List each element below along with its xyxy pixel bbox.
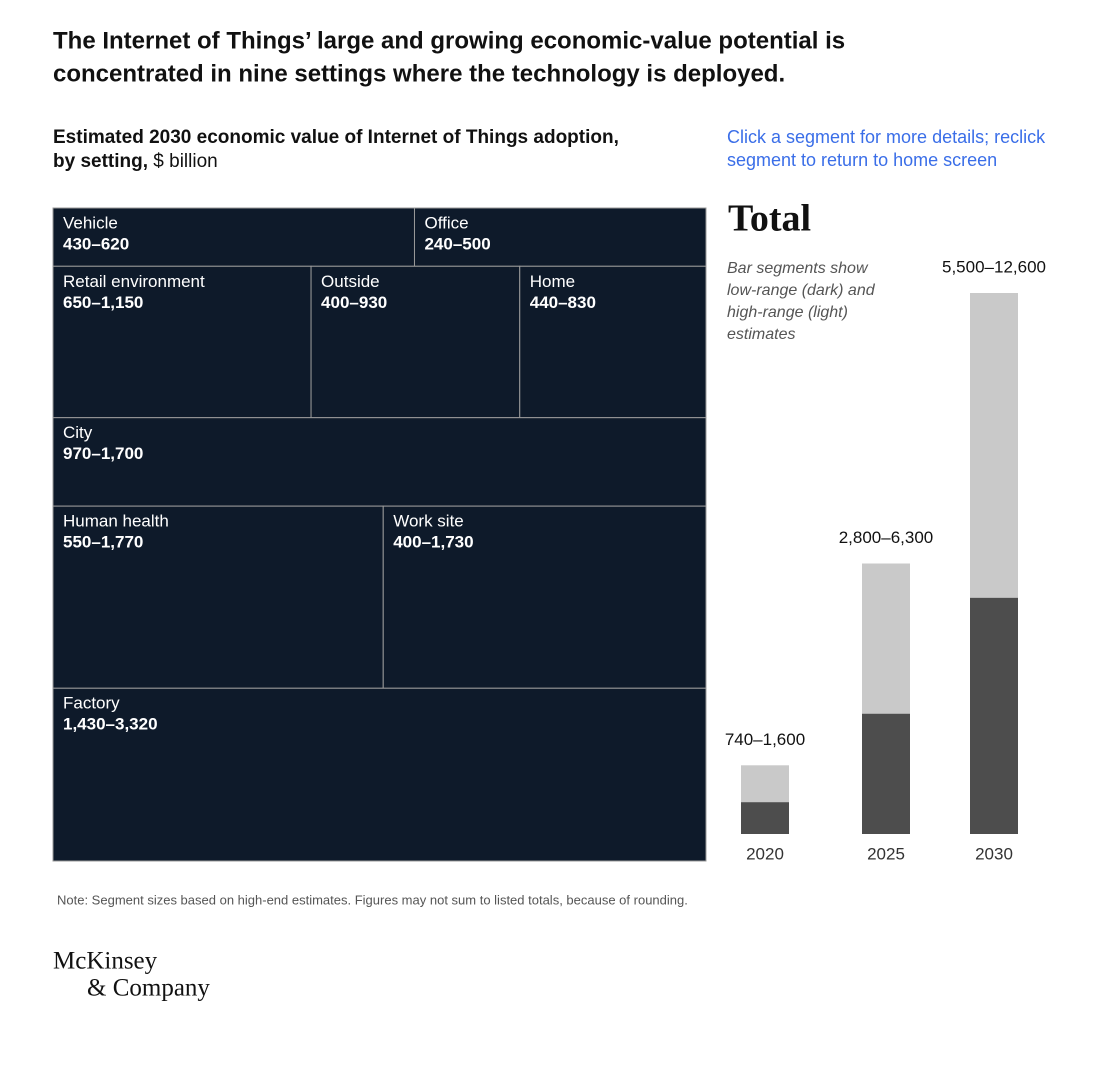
bar-note: low-range (dark) and	[727, 282, 876, 299]
subtitle: Estimated 2030 economic value of Interne…	[53, 127, 619, 148]
segment-value: 430–620	[63, 234, 129, 253]
segment-label: Office	[424, 213, 468, 232]
bar-value-label: 2,800–6,300	[839, 528, 934, 547]
treemap-segment[interactable]	[519, 265, 707, 419]
treemap-segment[interactable]	[52, 687, 707, 862]
segment-label: Work site	[393, 512, 464, 531]
segment-label: Factory	[63, 694, 120, 713]
segment-value: 550–1,770	[63, 533, 143, 552]
treemap-segment[interactable]	[413, 207, 707, 267]
bar-value-label: 740–1,600	[725, 730, 805, 749]
segment-value: 650–1,150	[63, 293, 143, 312]
treemap-segment[interactable]	[52, 265, 312, 419]
instruction: Click a segment for more details; reclic…	[727, 127, 1046, 147]
bar-title: Total	[728, 198, 811, 240]
title: The Internet of Things’ large and growin…	[53, 27, 845, 54]
segment-value: 1,430–3,320	[63, 715, 158, 734]
treemap-segment[interactable]	[52, 417, 707, 507]
title: concentrated in nine settings where the …	[53, 60, 785, 87]
bar-low	[862, 713, 910, 834]
segment-label: City	[63, 423, 93, 442]
segment-label: Vehicle	[63, 213, 118, 232]
segment-label: Outside	[321, 272, 380, 291]
x-tick-label: 2020	[746, 844, 784, 863]
logo: & Company	[87, 975, 210, 1002]
x-tick-label: 2025	[867, 844, 905, 863]
segment-value: 400–930	[321, 293, 387, 312]
unit: $ billion	[153, 151, 217, 172]
bar-value-label: 5,500–12,600	[942, 257, 1046, 276]
segment-value: 400–1,730	[393, 533, 473, 552]
treemap-segment[interactable]	[52, 505, 384, 689]
logo: McKinsey	[53, 948, 158, 975]
segment-value: 440–830	[530, 293, 596, 312]
segment-label: Home	[530, 272, 575, 291]
subtitle: by setting, $ billion	[53, 151, 218, 172]
bar-low	[970, 597, 1018, 834]
note: Note: Segment sizes based on high-end es…	[57, 892, 688, 907]
subtitle: by setting,	[53, 151, 148, 172]
instruction: segment to return to home screen	[727, 150, 997, 170]
segment-label: Human health	[63, 512, 169, 531]
bar-note: estimates	[727, 326, 795, 343]
bar-note: high-range (light)	[727, 304, 848, 321]
treemap-segment[interactable]	[382, 505, 707, 689]
x-tick-label: 2030	[975, 844, 1013, 863]
segment-value: 970–1,700	[63, 444, 143, 463]
segment-value: 240–500	[424, 234, 490, 253]
segment-label: Retail environment	[63, 272, 205, 291]
bar-note: Bar segments show	[727, 260, 869, 277]
treemap-segment[interactable]	[310, 265, 521, 419]
treemap-segment[interactable]	[52, 207, 415, 267]
bar-low	[741, 802, 789, 834]
